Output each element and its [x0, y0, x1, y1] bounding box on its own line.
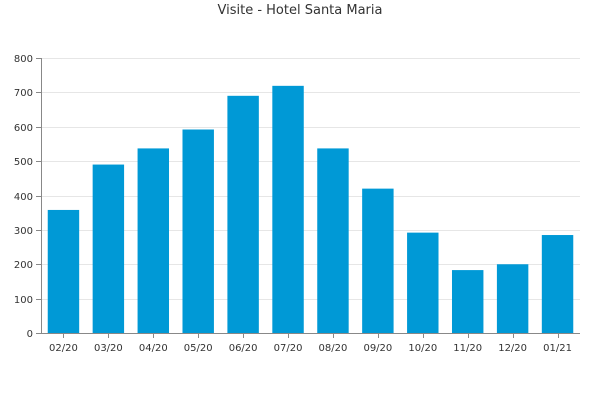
- bar-12-20: [496, 264, 529, 333]
- tick-labels: 0 100 200 300 400 500 600 700 800 02/20 03/20 04/20…: [14, 54, 572, 354]
- bar-05-20: [182, 129, 214, 333]
- bar-06-20: [227, 95, 259, 333]
- y-tick-label-100: 100: [14, 295, 33, 306]
- x-tick-label-01-21: 01/21: [543, 343, 572, 354]
- y-tick-label-800: 800: [14, 54, 33, 65]
- y-tick-label-500: 500: [14, 157, 33, 168]
- x-tick-label-09-20: 09/20: [363, 343, 392, 354]
- bar-03-20: [92, 164, 125, 333]
- x-tick-label-06-20: 06/20: [229, 343, 258, 354]
- bar-02-20: [47, 209, 80, 333]
- x-tick-label-05-20: 05/20: [184, 343, 213, 354]
- bars: [47, 85, 574, 334]
- y-tick-label-300: 300: [14, 226, 33, 237]
- bar-08-20: [317, 148, 349, 333]
- chart-title: Visite - Hotel Santa Maria: [217, 3, 383, 18]
- bar-01-21: [541, 235, 574, 333]
- bar-04-20: [137, 148, 170, 333]
- x-tick-label-04-20: 04/20: [139, 343, 168, 354]
- x-tick-label-08-20: 08/20: [319, 343, 348, 354]
- y-tick-label-0: 0: [27, 329, 33, 340]
- bar-07-20: [272, 85, 304, 333]
- x-tick-label-02-20: 02/20: [49, 343, 78, 354]
- x-tick-label-11-20: 11/20: [453, 343, 482, 354]
- axes: [36, 58, 580, 338]
- y-tick-label-700: 700: [14, 88, 33, 99]
- bar-11-20: [451, 270, 484, 333]
- gridlines: [41, 58, 580, 300]
- bar-09-20: [362, 188, 394, 334]
- y-tick-label-400: 400: [14, 192, 33, 203]
- x-tick-label-03-20: 03/20: [94, 343, 123, 354]
- x-tick-label-12-20: 12/20: [498, 343, 527, 354]
- y-tick-label-600: 600: [14, 123, 33, 134]
- x-tick-label-10-20: 10/20: [408, 343, 437, 354]
- bar-10-20: [407, 232, 439, 334]
- x-tick-label-07-20: 07/20: [274, 343, 303, 354]
- y-tick-label-200: 200: [14, 260, 33, 271]
